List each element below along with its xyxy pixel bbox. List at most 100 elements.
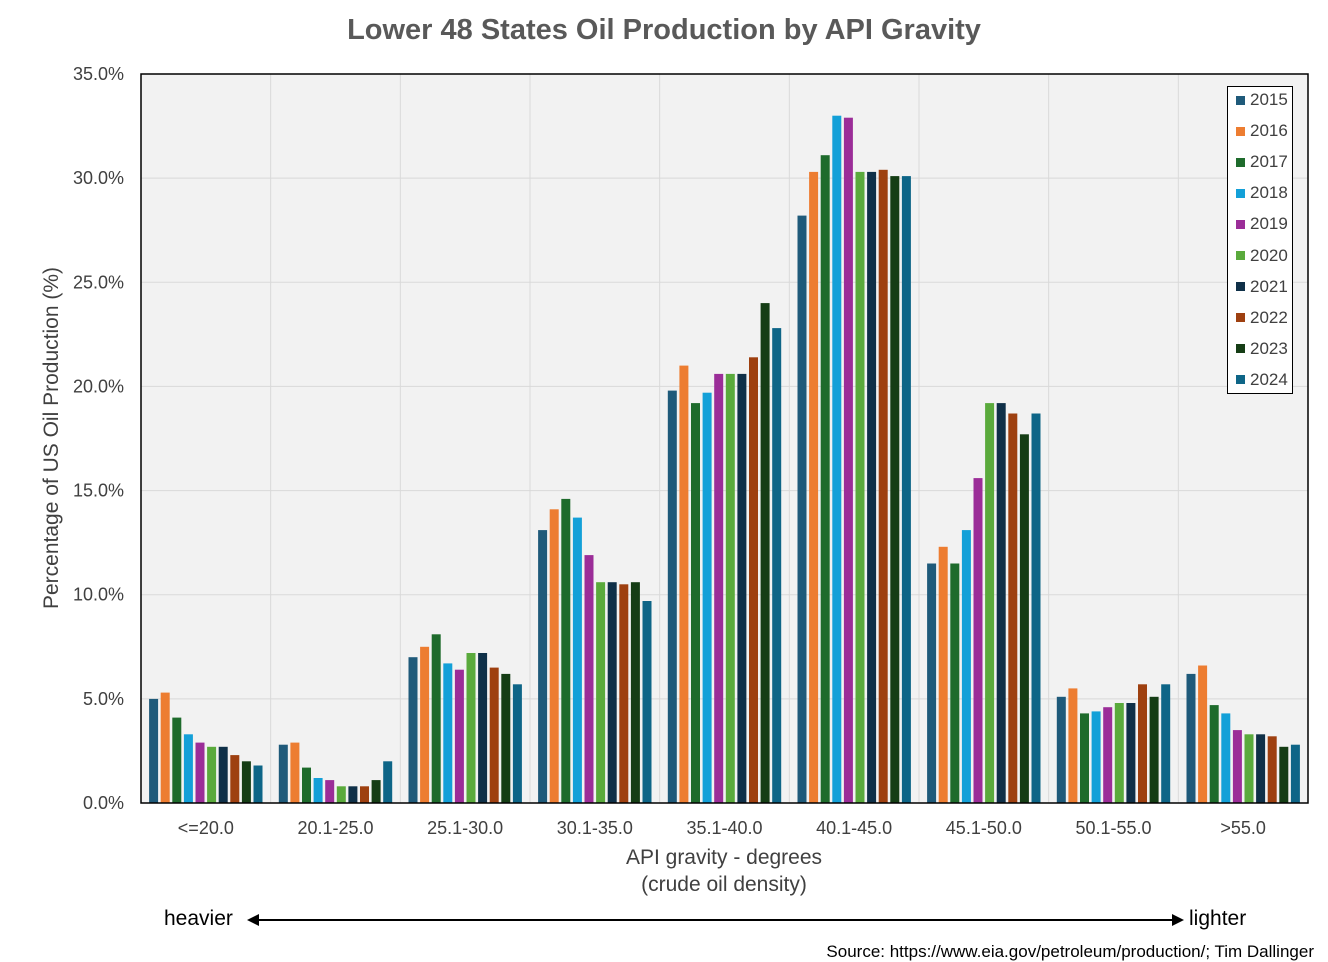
legend-swatch — [1236, 188, 1245, 198]
legend: 2015 2016 2017 2018 2019 2020 2021 2022 2023 2024 — [1227, 86, 1293, 394]
bar-2017-1 — [302, 767, 311, 803]
y-tick-label: 0.0% — [83, 793, 124, 813]
legend-swatch — [1236, 344, 1245, 354]
bar-2015-5 — [797, 215, 807, 804]
bar-2023-5 — [890, 176, 900, 804]
bar-2019-1 — [325, 780, 335, 803]
y-tick-label: 30.0% — [73, 168, 124, 188]
bar-2019-8 — [1232, 730, 1242, 803]
bar-2018-5 — [832, 115, 842, 803]
bar-2016-3 — [549, 509, 559, 803]
legend-label: 2021 — [1250, 276, 1288, 296]
legend-item: 2019 — [1236, 214, 1288, 234]
bar-2019-6 — [973, 478, 983, 803]
bar-2018-3 — [572, 517, 582, 803]
y-axis-title: Percentage of US Oil Production (%) — [40, 267, 63, 609]
bar-2020-4 — [725, 373, 735, 803]
arrow-left-head — [247, 914, 259, 926]
bar-2024-2 — [512, 684, 522, 803]
bar-2022-4 — [749, 357, 758, 803]
bar-2017-6 — [950, 563, 960, 803]
bar-2017-0 — [172, 717, 182, 803]
bar-2016-0 — [160, 692, 170, 803]
x-tick-label: 25.1-30.0 — [427, 818, 503, 838]
y-tick-label: 15.0% — [73, 481, 124, 501]
legend-swatch — [1236, 95, 1245, 105]
bar-2019-3 — [584, 555, 594, 803]
bar-2019-2 — [454, 669, 464, 803]
bars-layer — [149, 115, 1300, 804]
bar-2023-3 — [630, 582, 640, 803]
bar-2022-1 — [360, 786, 369, 803]
bar-2024-0 — [253, 765, 263, 803]
bar-2015-3 — [538, 530, 548, 803]
bar-2020-7 — [1114, 703, 1124, 803]
legend-item: 2018 — [1236, 183, 1288, 203]
bar-2022-8 — [1267, 736, 1277, 803]
bar-2021-1 — [348, 786, 358, 803]
legend-swatch — [1236, 157, 1245, 167]
legend-item: 2021 — [1236, 277, 1288, 297]
bar-2017-2 — [431, 634, 441, 803]
y-tick-label: 35.0% — [73, 64, 124, 84]
bar-2019-4 — [714, 373, 724, 803]
plot-border — [140, 73, 1309, 804]
x-tick-label: 50.1-55.0 — [1075, 818, 1151, 838]
x-tick-label: 45.1-50.0 — [946, 818, 1022, 838]
heavier-label: heavier — [164, 907, 233, 930]
bar-2018-7 — [1091, 711, 1101, 803]
bar-2015-0 — [149, 698, 159, 803]
bar-2018-4 — [702, 392, 712, 803]
bar-2021-5 — [867, 171, 877, 803]
x-tick-label: 20.1-25.0 — [297, 818, 373, 838]
legend-item: 2017 — [1236, 152, 1288, 172]
bar-2024-3 — [642, 601, 652, 803]
bar-2023-2 — [501, 673, 511, 803]
bar-2023-4 — [760, 303, 770, 803]
y-tick-label: 20.0% — [73, 376, 124, 396]
heavier-lighter-arrow — [247, 914, 1184, 926]
bar-2016-2 — [420, 646, 430, 803]
legend-label: 2015 — [1250, 90, 1288, 109]
x-tick-label: <=20.0 — [178, 818, 234, 838]
legend-label: 2023 — [1250, 338, 1288, 358]
arrow-right-head — [1172, 914, 1184, 926]
bar-2023-0 — [241, 761, 251, 803]
bar-2017-4 — [691, 403, 700, 803]
bar-2021-7 — [1126, 703, 1136, 803]
bar-2021-3 — [607, 582, 617, 803]
bar-2024-1 — [383, 761, 393, 803]
bar-2018-8 — [1221, 713, 1231, 803]
bar-2018-0 — [183, 734, 193, 803]
bar-2020-5 — [855, 171, 865, 803]
bar-2016-1 — [290, 742, 300, 803]
legend-item: 2023 — [1236, 339, 1288, 359]
bar-2015-8 — [1186, 673, 1196, 803]
bar-2019-0 — [195, 742, 205, 803]
bar-2018-6 — [961, 530, 971, 803]
legend-swatch — [1236, 126, 1245, 136]
bar-2016-8 — [1198, 665, 1208, 803]
y-tick-label: 25.0% — [73, 272, 124, 292]
legend-item: 2024 — [1236, 370, 1288, 390]
x-tick-label: >55.0 — [1220, 818, 1266, 838]
legend-label: 2020 — [1250, 245, 1288, 265]
bar-2023-6 — [1019, 434, 1029, 803]
y-tick-label: 10.0% — [73, 585, 124, 605]
bar-2017-5 — [820, 155, 830, 803]
bar-2015-2 — [408, 657, 418, 803]
legend-label: 2018 — [1250, 183, 1288, 203]
bar-2022-5 — [878, 169, 888, 804]
source-note: Source: https://www.eia.gov/petroleum/pr… — [826, 942, 1314, 961]
bar-2017-8 — [1209, 705, 1219, 803]
bar-2015-6 — [927, 563, 937, 803]
legend-swatch — [1236, 313, 1245, 323]
bar-2023-7 — [1149, 696, 1159, 803]
legend-label: 2024 — [1250, 369, 1288, 389]
bar-2015-4 — [667, 390, 677, 803]
bar-2021-6 — [996, 403, 1006, 803]
legend-item: 2016 — [1236, 121, 1288, 141]
bar-2021-4 — [737, 373, 747, 803]
bar-2016-7 — [1068, 688, 1078, 803]
